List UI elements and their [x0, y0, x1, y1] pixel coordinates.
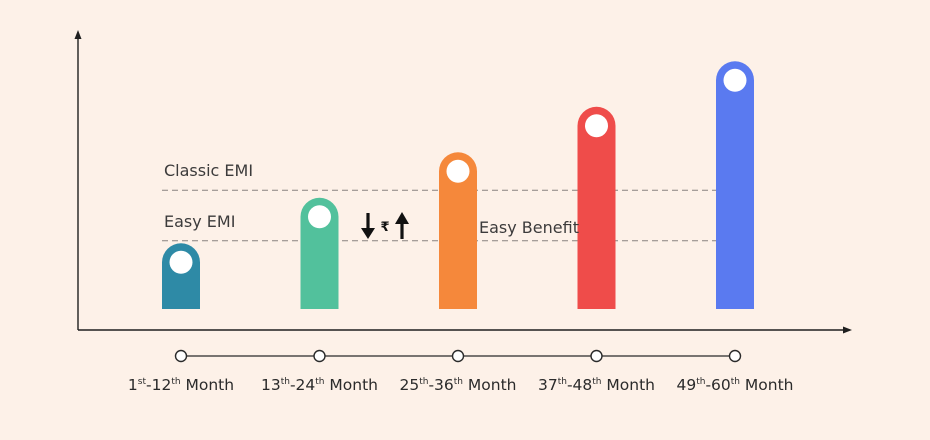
bar-dot-1 [169, 250, 193, 274]
down-arrow-icon [361, 213, 375, 239]
bar-2 [300, 197, 339, 309]
easy-benefit-label: Easy Benefit [479, 218, 579, 237]
classic-emi-label: Classic EMI [164, 161, 253, 180]
tick-label-1: 1st-12th Month [128, 376, 234, 394]
easy-emi-label: Easy EMI [164, 212, 235, 231]
timeline-node-2 [313, 349, 326, 363]
timeline: 1st-12th Month 13th-24th Month 25th-36th M… [128, 349, 794, 394]
bar-dot-3 [446, 159, 470, 183]
bar-dot-2 [308, 205, 331, 229]
tick-label-3: 25th-36th Month [399, 376, 516, 394]
rupee-symbol: ₹ [380, 220, 389, 235]
timeline-node-1 [174, 349, 188, 363]
up-arrow-icon [395, 212, 409, 239]
easy-benefit-annotation: ₹ Easy Benefit [361, 212, 579, 239]
bar-dot-4 [585, 114, 608, 138]
timeline-node-3 [451, 349, 465, 363]
tick-label-2: 13th-24th Month [261, 376, 378, 394]
bar-3 [439, 152, 477, 309]
axes [74, 30, 852, 334]
x-axis-arrow-icon [843, 326, 852, 334]
bar-5 [716, 61, 754, 310]
tick-label-4: 37th-48th Month [538, 376, 655, 394]
timeline-node-5 [728, 349, 742, 363]
bars [162, 61, 754, 310]
y-axis-arrow-icon [74, 30, 82, 39]
bar-dot-5 [723, 68, 747, 92]
timeline-node-4 [590, 349, 603, 363]
tick-label-5: 49th-60th Month [676, 376, 793, 394]
bar-4 [577, 106, 616, 310]
